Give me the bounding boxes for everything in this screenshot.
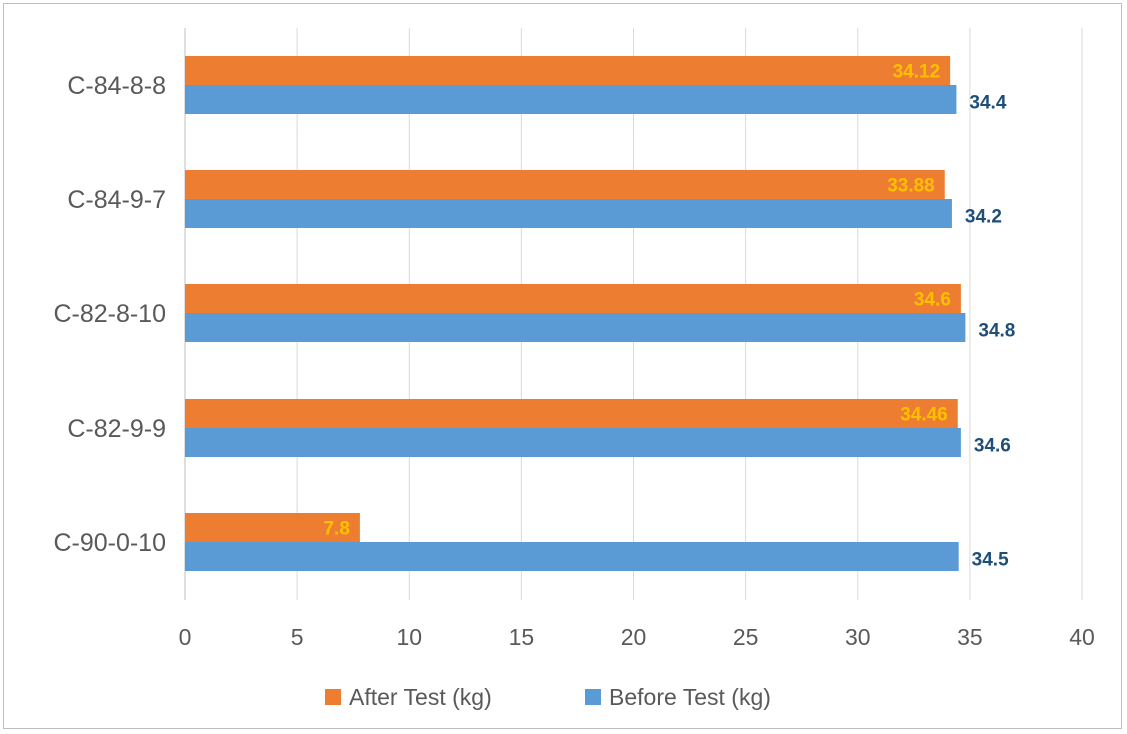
x-tick-label: 40 [1069, 624, 1095, 650]
data-label-after-test: 33.88 [887, 176, 935, 197]
data-label-after-test: 34.6 [914, 290, 951, 311]
data-label-before-test: 34.6 [974, 436, 1011, 457]
x-tick-label: 35 [957, 624, 983, 650]
x-tick-label: 5 [291, 624, 304, 650]
legend-before-test-label: Before Test (kg) [609, 684, 771, 710]
bar-before-test [185, 85, 957, 114]
data-label-before-test: 34.5 [972, 550, 1009, 571]
bar-before-test [185, 542, 959, 571]
category-label: C-84-9-7 [67, 186, 166, 214]
x-tick-label: 25 [733, 624, 759, 650]
bar-before-test [185, 199, 952, 228]
x-tick-label: 30 [845, 624, 871, 650]
legend-after-test-label: After Test (kg) [349, 684, 492, 710]
bar-before-test [185, 428, 961, 457]
bar-after-test [185, 284, 961, 313]
legend-before-test-swatch [585, 689, 601, 705]
bar-after-test [185, 56, 951, 85]
category-label: C-84-8-8 [67, 72, 166, 100]
x-tick-label: 10 [396, 624, 422, 650]
chart-frame [3, 3, 1122, 729]
x-tick-label: 0 [179, 624, 192, 650]
bar-after-test [185, 399, 958, 428]
x-tick-label: 15 [509, 624, 535, 650]
legend: After Test (kg) Before Test (kg) [325, 684, 771, 710]
legend-after-test-swatch [325, 689, 341, 705]
data-label-before-test: 34.4 [969, 93, 1006, 114]
bar-before-test [185, 313, 966, 342]
data-label-before-test: 34.8 [978, 321, 1015, 342]
category-label: C-82-8-10 [53, 300, 166, 328]
data-label-after-test: 34.12 [893, 62, 941, 83]
category-label: C-90-0-10 [53, 529, 166, 557]
bar-after-test [185, 170, 945, 199]
data-labels: 34.12 34.4 33.88 34.2 34.6 34.8 34.46 34.6 7.8 34… [323, 62, 1015, 571]
category-label: C-82-9-9 [67, 415, 166, 443]
value-axis: 0 5 10 15 20 25 30 35 40 [179, 624, 1095, 650]
data-label-after-test: 34.46 [900, 405, 948, 426]
category-axis: C-84-8-8 C-84-9-7 C-82-8-10 C-82-9-9 C-90-0-… [53, 72, 166, 557]
data-label-after-test: 7.8 [323, 519, 349, 540]
bars [185, 56, 966, 571]
x-tick-label: 20 [621, 624, 647, 650]
data-label-before-test: 34.2 [965, 207, 1002, 228]
bar-after-test [185, 513, 360, 542]
